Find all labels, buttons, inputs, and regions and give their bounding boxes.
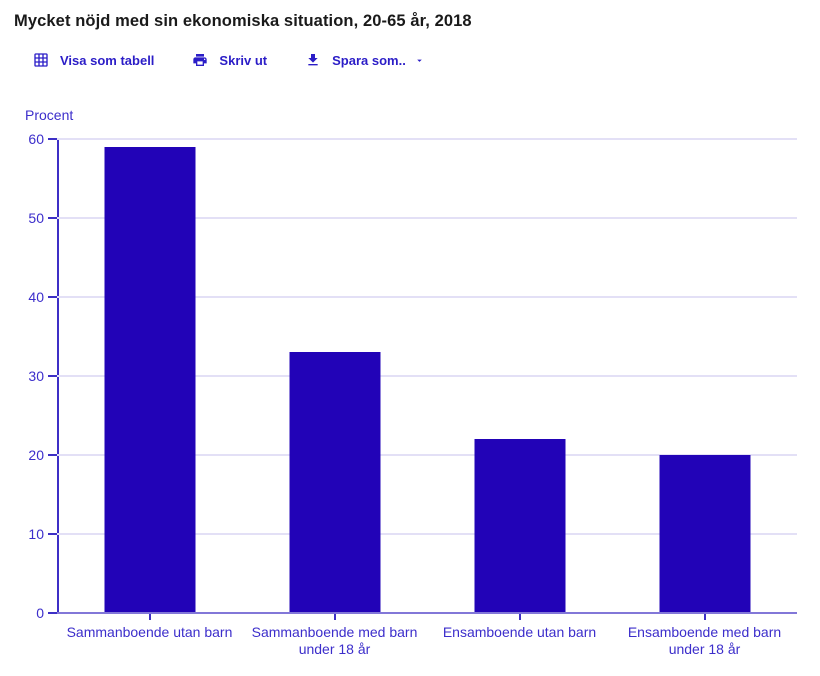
y-axis-title: Procent bbox=[25, 107, 74, 123]
download-icon bbox=[308, 54, 318, 66]
chart-toolbar: Visa som tabell Skriv ut Spara som.. bbox=[33, 52, 425, 68]
x-axis-label: Sammanboende utan barn bbox=[66, 624, 233, 640]
y-axis-tick bbox=[48, 612, 57, 614]
y-tick-label: 10 bbox=[28, 526, 44, 543]
gridline bbox=[57, 375, 797, 377]
gridline bbox=[57, 138, 797, 140]
bar[interactable] bbox=[289, 352, 380, 613]
y-axis-tick bbox=[48, 533, 57, 536]
bar[interactable] bbox=[104, 146, 195, 613]
gridline bbox=[57, 454, 797, 457]
y-axis-tick bbox=[48, 217, 57, 219]
gridline bbox=[57, 533, 797, 536]
x-axis-label: Ensamboende utan barn bbox=[442, 624, 597, 640]
y-tick-label: 20 bbox=[28, 447, 44, 464]
y-tick-label: 0 bbox=[36, 605, 44, 621]
x-axis-tick bbox=[518, 613, 521, 620]
x-axis-tick bbox=[333, 613, 336, 620]
y-tick-label: 40 bbox=[28, 289, 44, 306]
y-axis-tick bbox=[48, 138, 57, 140]
y-axis-tick bbox=[48, 454, 57, 457]
x-axis-label: Sammanboende med barn under 18 år bbox=[251, 624, 418, 657]
chart-title: Mycket nöjd med sin ekonomiska situation… bbox=[14, 12, 472, 30]
printer-icon bbox=[193, 54, 208, 66]
caret-down-icon bbox=[417, 59, 422, 62]
bar[interactable] bbox=[474, 439, 565, 613]
print-label: Skriv ut bbox=[219, 52, 268, 68]
save-as-button[interactable]: Spara som.. bbox=[305, 52, 425, 68]
gridline bbox=[57, 296, 797, 299]
y-tick-label: 60 bbox=[28, 131, 44, 147]
save-as-label: Spara som.. bbox=[332, 52, 406, 68]
x-axis-tick bbox=[703, 613, 706, 620]
x-axis-labels: Sammanboende utan barn Sammanboende med b… bbox=[57, 624, 797, 664]
plot-area: 0 10 20 30 40 50 60 bbox=[28, 132, 797, 620]
bar[interactable] bbox=[659, 455, 750, 613]
y-axis-tick bbox=[48, 296, 57, 299]
x-axis-label: Ensamboende med barn under 18 år bbox=[627, 624, 782, 657]
y-tick-label: 30 bbox=[28, 368, 44, 384]
view-as-table-label: Visa som tabell bbox=[60, 52, 155, 68]
x-axis-line bbox=[57, 612, 797, 614]
y-axis-tick bbox=[48, 375, 57, 377]
y-tick-label: 50 bbox=[28, 210, 44, 226]
table-grid-icon bbox=[34, 53, 48, 67]
view-as-table-button[interactable]: Visa som tabell bbox=[33, 52, 154, 68]
gridline bbox=[57, 217, 797, 219]
print-button[interactable]: Skriv ut bbox=[192, 52, 267, 68]
x-axis-tick bbox=[148, 613, 151, 620]
